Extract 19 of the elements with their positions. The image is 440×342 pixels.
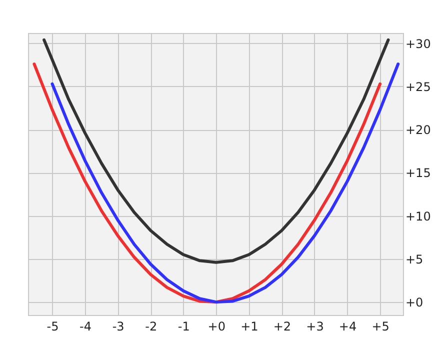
y-tick-label: +15 bbox=[406, 166, 431, 180]
x-tick-label: +0 bbox=[208, 320, 226, 334]
y-tick-label: +20 bbox=[406, 123, 431, 138]
x-tick-label: -1 bbox=[178, 320, 190, 334]
y-tick-label: +10 bbox=[406, 209, 431, 224]
y-tick-label: +0 bbox=[406, 296, 424, 310]
x-tick-label: -4 bbox=[80, 320, 92, 334]
x-tick-label: -2 bbox=[145, 320, 158, 334]
x-tick-label: +4 bbox=[338, 320, 357, 334]
x-tick-label: -5 bbox=[46, 320, 59, 334]
line-series bbox=[42, 38, 390, 264]
y-tick-label: +25 bbox=[406, 80, 431, 94]
x-tick-label: +5 bbox=[372, 320, 390, 334]
x-tick-label: +2 bbox=[273, 320, 292, 334]
y-tick-label: +30 bbox=[406, 36, 431, 51]
x-tick-label: +3 bbox=[306, 320, 324, 334]
x-tick-label: +1 bbox=[240, 320, 258, 334]
x-tick-label: -3 bbox=[112, 320, 124, 334]
y-tick-label: +5 bbox=[406, 252, 424, 266]
